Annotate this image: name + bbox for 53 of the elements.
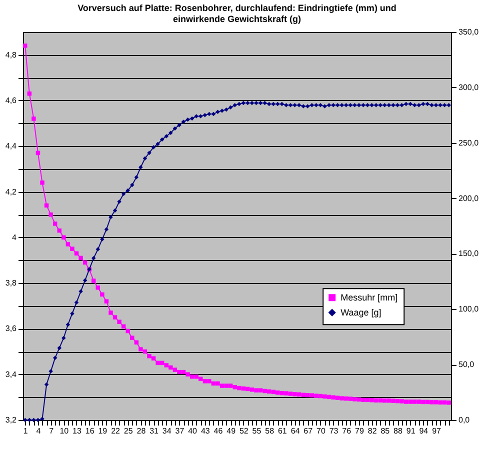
y-tick-label: 3,8 (5, 278, 18, 288)
x-tick-label: 91 (406, 426, 416, 436)
y-tick-label: 4,2 (5, 187, 18, 196)
x-tick-label: 16 (85, 426, 95, 436)
y2-tick-label: 50,0 (458, 360, 475, 370)
y2-tick-label: 350,0 (458, 28, 480, 36)
y2-tick-label: 300,0 (458, 82, 480, 92)
x-tick-label: 70 (316, 426, 326, 436)
y-tick-label: 4,6 (5, 96, 18, 105)
x-tick-label: 55 (252, 426, 262, 436)
legend-label: Messuhr [mm] (340, 292, 398, 303)
y2-tick-label: 150,0 (458, 249, 480, 258)
x-tick-label: 34 (162, 426, 172, 436)
legend-label: Waage [g] (340, 308, 382, 318)
x-tick-label: 64 (290, 426, 300, 436)
x-tick-label: 37 (175, 426, 185, 436)
x-tick-label: 88 (394, 426, 403, 436)
x-tick-label: 10 (60, 426, 70, 436)
x-tick-label: 52 (239, 426, 249, 436)
x-tick-label: 49 (226, 426, 236, 436)
chart-title: Vorversuch auf Platte: Rosenbohrer, durchlaufend: Eindringtiefe (mm) und einwirkende Gewichtskraft (g) (78, 3, 396, 24)
x-tick-label: 19 (98, 426, 108, 436)
x-tick-label: 79 (355, 426, 364, 436)
x-tick-label: 58 (265, 426, 275, 436)
x-tick-label: 73 (329, 426, 339, 436)
y2-tick-label: 200,0 (458, 194, 480, 203)
y-tick-label: 3,6 (5, 324, 18, 334)
x-tick-label: 97 (432, 426, 442, 436)
x-tick-label: 7 (49, 426, 54, 436)
y-tick-label: 4,8 (5, 50, 18, 60)
y2-tick-label: 100,0 (458, 304, 480, 314)
x-tick-label: 1 (23, 426, 28, 436)
x-tick-label: 94 (419, 426, 429, 436)
x-tick-label: 61 (278, 426, 288, 436)
x-tick-label: 13 (72, 426, 82, 436)
y-tick-label: 4,4 (5, 142, 18, 151)
x-tick-label: 46 (214, 426, 224, 436)
x-tick-label: 85 (380, 426, 390, 436)
x-tick-label: 40 (188, 426, 198, 436)
y2-tick-label: 250,0 (458, 138, 480, 148)
x-tick-label: 4 (36, 426, 42, 436)
x-tick-label: 76 (342, 426, 352, 436)
y-tick-label: 3,2 (5, 416, 18, 424)
y2-tick-label: 0,0 (458, 416, 470, 424)
y-tick-label: 4 (12, 232, 18, 242)
x-tick-label: 67 (304, 426, 314, 436)
x-tick-label: 25 (124, 426, 134, 436)
x-tick-label: 82 (368, 426, 378, 436)
x-tick-label: 22 (111, 426, 121, 436)
y-tick-label: 3,4 (5, 370, 18, 379)
x-tick-label: 43 (200, 426, 210, 436)
x-tick-label: 31 (150, 426, 160, 436)
x-tick-label: 28 (136, 426, 146, 436)
